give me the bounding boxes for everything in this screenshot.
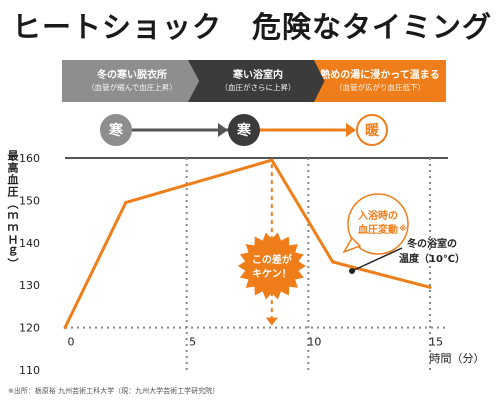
bp-data-point [63,326,67,330]
arrow-head-icon [218,123,228,137]
stage-temp-word: 寒 [237,122,252,139]
y-tick-label: 130 [19,279,40,292]
y-tick-label: 140 [19,237,40,250]
stage-label: 熱めの湯に浸かって温まる [320,70,440,81]
stage-dressing-room: 冬の寒い脱衣所 （血管が縮んで血圧上昇） [62,60,202,102]
arrow-head-icon [346,123,356,137]
room-temp-pointer-line [351,247,403,272]
room-temp-annotation-text: 冬の浴室の [407,237,457,250]
stage-temp-circle [100,114,132,146]
stage-label: 寒い浴室内 [233,70,283,81]
starburst-shape [237,232,306,300]
source-footnote: ※出所：栃原裕 九州芸術工科大学（現：九州大学芸術工学研究院） [8,387,220,395]
danger-callout-text: この差が [252,253,293,266]
stage-sub: （血管が広がり血圧低下） [335,83,425,92]
bp-change-note-mark: ※ [399,223,407,233]
stage-temp-word: 暖 [365,122,380,139]
x-tick-label: 10 [307,336,321,349]
stage-hot-bath: 熱めの湯に浸かって温まる （血管が広がり血圧低下） [314,60,446,102]
y-tick-label: 160 [19,152,40,165]
bp-data-point [331,260,335,264]
stage-temp-word: 寒 [109,122,124,139]
room-temp-pointer-dot [349,268,355,274]
stage-temp-circle [356,114,388,146]
stage-label: 冬の寒い脱衣所 [97,70,167,81]
stage-bathroom: 寒い浴室内 （血圧がさらに上昇） [188,60,328,102]
room-temp-annotation-text: 温度（10℃） [399,252,465,265]
title-part2: 危険なタイミング [252,10,493,44]
bp-data-point [270,158,274,162]
stage-sub: （血管が縮んで血圧上昇） [87,83,177,92]
bp-change-callout-text: 入浴時の [358,209,398,222]
danger-callout-text: キケン！ [252,268,292,280]
bp-change-callout-text: 血圧変動 [358,223,398,236]
danger-arrow-head-icon [265,317,278,326]
title-part1: ヒートショック [12,10,223,44]
x-tick-label: 15 [429,336,443,349]
page-title: ヒートショック 危険なタイミング [12,4,492,46]
y-tick-label: 110 [19,364,40,377]
stage-temp-circle [228,114,260,146]
bp-change-callout-circle [347,193,409,255]
bp-data-point [428,285,432,289]
y-tick-label: 120 [19,322,40,335]
x-axis-label: 時間（分） [430,352,485,365]
bp-data-point [124,201,128,205]
x-tick-label: 0 [68,336,75,349]
callout-tail-icon [342,236,362,254]
stage-sub: （血圧がさらに上昇） [220,83,296,92]
y-axis-label: 最高血圧（ｍｍＨｇ） [6,150,19,270]
x-tick-label: 5 [189,336,196,349]
y-tick-label: 150 [19,194,40,207]
